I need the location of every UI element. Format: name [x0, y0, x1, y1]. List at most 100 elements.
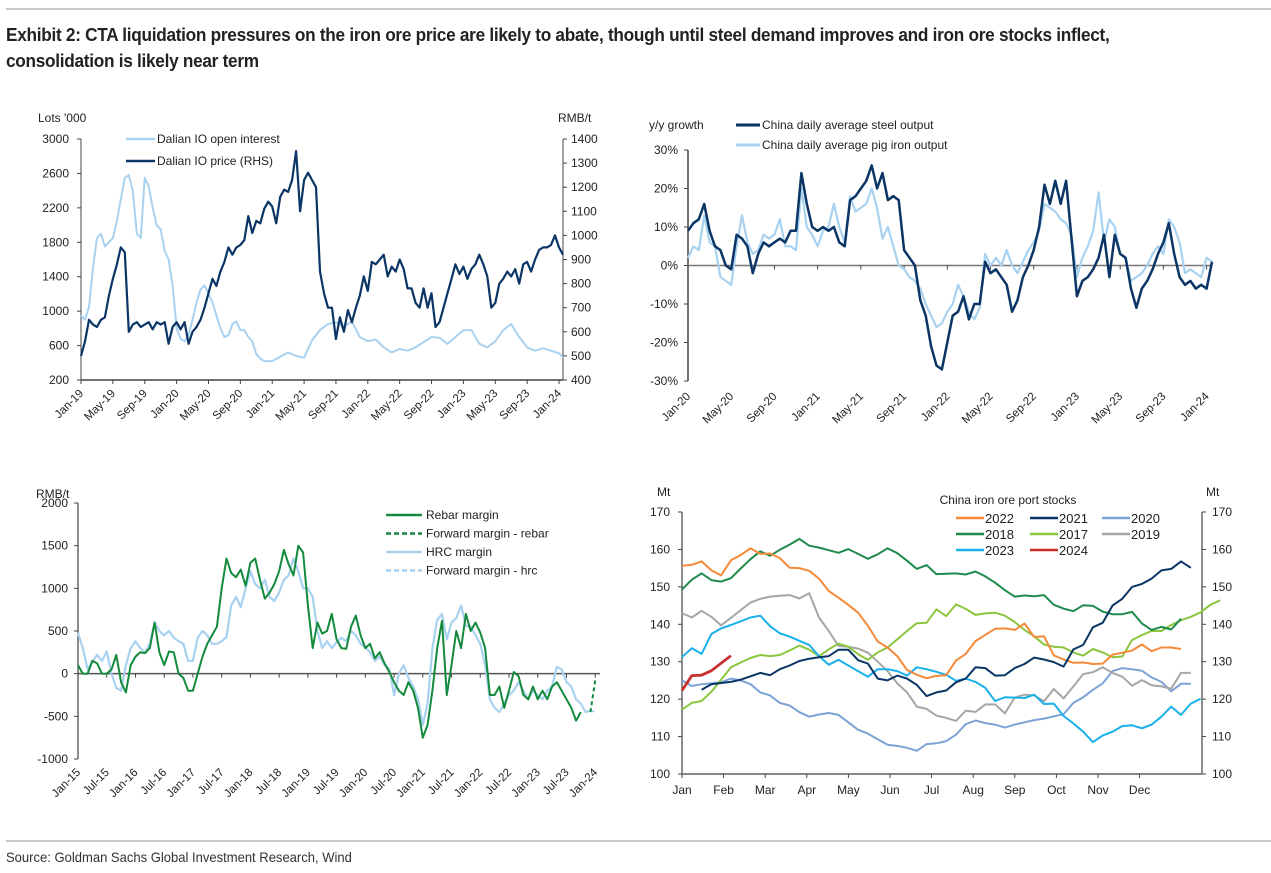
series-line-open-interest: [80, 174, 564, 363]
x-tick-label: Sep-20: [211, 388, 246, 423]
y-tick-label-right: 120: [1212, 692, 1232, 706]
x-tick-label: Apr: [797, 783, 816, 797]
series-line-2019: [681, 592, 1191, 722]
y-tick-label: 500: [48, 624, 68, 638]
y-tick-label: -1000: [37, 752, 68, 766]
x-tick-label: May-22: [960, 391, 996, 427]
series-line-2022: [681, 547, 1182, 680]
y-tick-label-left: 110: [651, 730, 670, 744]
y-tick-label-left: 2200: [42, 201, 69, 215]
x-tick-label: Jan-20: [148, 388, 181, 421]
y-tick-label: -30%: [650, 374, 678, 388]
y-tick-label-left: 200: [49, 373, 69, 387]
y-tick-label-left: 140: [650, 617, 670, 631]
y-tick-label-left: 120: [650, 692, 670, 706]
y-tick-label-right: 140: [1212, 617, 1232, 631]
y-axis-label-left: Lots '000: [38, 111, 87, 125]
y-tick-label: 10%: [654, 220, 678, 234]
y-tick-label-left: 170: [650, 505, 670, 519]
series-line-steel: [686, 164, 1214, 371]
x-tick-label: Jan-20: [660, 391, 693, 424]
series-line-2023: [681, 614, 1202, 744]
x-tick-label: Nov: [1087, 783, 1108, 797]
legend-label: 2022: [985, 511, 1014, 526]
x-tick-label: Mar: [755, 783, 776, 797]
legend-label: HRC margin: [426, 545, 492, 559]
series-line-2017: [681, 599, 1221, 711]
x-tick-label: Jan-24: [1178, 390, 1212, 424]
y-axis-label: RMB/t: [36, 487, 70, 501]
legend-label: 2019: [1131, 527, 1160, 542]
legend-label: Forward margin - rebar: [426, 527, 549, 541]
series-line-forward-rebar: [589, 680, 597, 713]
y-tick-label: 30%: [654, 143, 678, 157]
y-axis-label-right: Mt: [1206, 485, 1220, 499]
bottom-rule: [6, 840, 1271, 842]
y-tick-label: -10%: [650, 297, 678, 311]
x-tick-label: May-21: [274, 388, 310, 424]
x-tick-label: Jan-23: [1049, 391, 1082, 424]
y-tick-label-right: 170: [1212, 505, 1232, 519]
legend-label: China daily average pig iron output: [762, 138, 948, 152]
y-tick-label-left: 130: [650, 655, 670, 669]
x-tick-label: Jan-24: [567, 766, 601, 800]
x-tick-label: Sep-20: [745, 391, 780, 426]
x-tick-label: May-23: [1090, 391, 1126, 427]
series-line-2020: [681, 667, 1191, 752]
x-tick-label: Jan-15: [50, 767, 83, 800]
y-tick-label-right: 1400: [571, 132, 598, 146]
x-tick-label: Sep: [1004, 783, 1026, 797]
y-tick-label-right: 700: [571, 301, 591, 315]
series-line-io-price: [79, 150, 564, 357]
x-tick-label: May: [837, 783, 860, 797]
y-tick-label-right: 500: [571, 349, 591, 363]
legend-label: 2023: [985, 543, 1014, 558]
x-tick-label: Oct: [1047, 783, 1066, 797]
y-tick-label-right: 1200: [571, 180, 598, 194]
legend-label: Dalian IO open interest: [157, 132, 280, 146]
legend-label: 2021: [1059, 511, 1088, 526]
legend-label: China daily average steel output: [762, 118, 934, 132]
y-tick-label-right: 130: [1212, 655, 1232, 669]
x-tick-label: Jan-16: [107, 767, 140, 800]
y-tick-label-left: 1000: [42, 304, 69, 318]
x-tick-label: Jul: [924, 783, 939, 797]
x-tick-label: Jan-23: [510, 767, 543, 800]
y-tick-label-left: 600: [49, 339, 69, 353]
y-tick-label-left: 160: [650, 542, 670, 556]
legend-label: 2018: [985, 527, 1014, 542]
y-tick-label-left: 150: [650, 580, 670, 594]
y-axis-label: y/y growth: [649, 118, 704, 132]
x-tick-label: Sep-19: [115, 388, 150, 423]
y-tick-label-right: 800: [571, 277, 591, 291]
x-tick-label: Sep-21: [874, 391, 909, 426]
legend-label: Dalian IO price (RHS): [157, 154, 273, 168]
x-tick-label: Jan-22: [919, 391, 952, 424]
x-tick-label: Jan-19: [53, 388, 86, 421]
x-tick-label: Jan-20: [337, 767, 370, 800]
series-line-pig-iron: [687, 187, 1213, 329]
x-tick-label: Jan-21: [244, 388, 277, 421]
y-tick-label-left: 1400: [42, 270, 69, 284]
series-line-2021: [701, 560, 1192, 698]
legend-label: 2020: [1131, 511, 1160, 526]
x-tick-label: Jan-21: [395, 767, 428, 800]
y-tick-label: 1000: [41, 581, 68, 595]
y-tick-label-right: 110: [1212, 730, 1231, 744]
y-tick-label: 2000: [41, 496, 68, 510]
x-tick-label: May-20: [178, 388, 214, 424]
y-tick-label-right: 1300: [571, 156, 598, 170]
x-tick-label: Jun: [880, 783, 899, 797]
x-tick-label: Jan-22: [452, 767, 485, 800]
y-tick-label: 0%: [661, 259, 679, 273]
chart-dalian-io: Lots '000 RMB/t 200 600 1000 1400 1800 2200 2600…: [38, 111, 598, 424]
x-tick-label: Sep-23: [498, 388, 533, 423]
x-tick-label: Jan-17: [165, 767, 198, 800]
y-tick-label: 1500: [41, 539, 68, 553]
x-tick-label: May-20: [701, 391, 737, 427]
chart-port-stocks: Mt Mt China iron ore port stocks 100 100 110 1…: [650, 485, 1232, 797]
y-tick-label-right: 150: [1212, 580, 1232, 594]
top-rule: [6, 8, 1271, 10]
y-tick-label-left: 3000: [42, 132, 69, 146]
y-axis-label-left: Mt: [657, 485, 671, 499]
